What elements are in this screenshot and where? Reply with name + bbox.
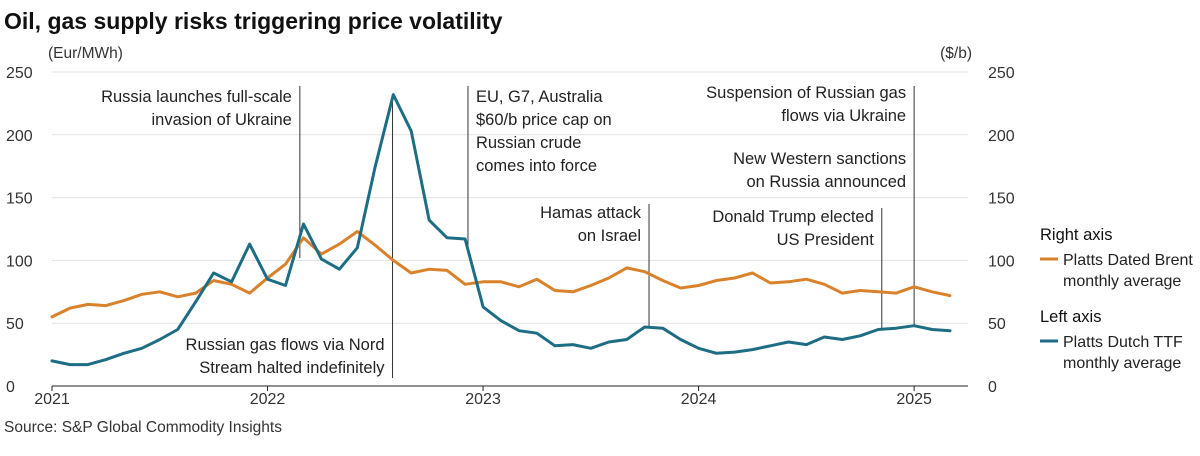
legend-label: Platts Dated Brent xyxy=(1063,252,1193,269)
right-tick-label: 50 xyxy=(988,316,1006,333)
x-axis: 2021 2022 2023 2024 2025 xyxy=(34,385,968,408)
left-tick-label: 200 xyxy=(6,128,33,145)
right-axis-ticks: 0 50 100 150 200 250 xyxy=(988,65,1015,396)
chart-title: Oil, gas supply risks triggering price v… xyxy=(4,8,503,34)
x-tick-label: 2025 xyxy=(896,391,932,408)
right-tick-label: 200 xyxy=(988,128,1015,145)
annotation-text-hamas: on Israel xyxy=(578,227,641,245)
right-tick-label: 0 xyxy=(988,379,997,396)
brent-series-line xyxy=(50,230,952,319)
annotation-text-trump: US President xyxy=(777,231,875,249)
annotation-text-invasion: invasion of Ukraine xyxy=(152,111,292,129)
legend-heading: Right axis xyxy=(1040,226,1112,244)
annotation-text-pricecap: Russian crude xyxy=(476,134,581,152)
annotation-text-invasion: Russia launches full-scale xyxy=(101,88,292,106)
annotation-text-suspension: Suspension of Russian gas xyxy=(706,84,906,102)
right-axis-unit: ($/b) xyxy=(940,45,972,62)
annotation-text-trump: Donald Trump elected xyxy=(712,208,873,226)
ttf-series-line xyxy=(50,93,952,367)
annotation-text-suspension: flows via Ukraine xyxy=(781,107,906,125)
x-tick-label: 2021 xyxy=(34,391,70,408)
x-tick-label: 2022 xyxy=(250,391,286,408)
left-tick-label: 150 xyxy=(6,191,33,208)
left-axis-unit: (Eur/MWh) xyxy=(48,45,123,62)
annotation-text-sanctions: on Russia announced xyxy=(746,173,906,191)
right-tick-label: 100 xyxy=(988,253,1015,270)
legend-label: monthly average xyxy=(1063,273,1181,290)
legend: Right axis Platts Dated Brent monthly aver… xyxy=(1040,226,1193,372)
annotation-text-sanctions: New Western sanctions xyxy=(733,150,906,168)
left-tick-label: 100 xyxy=(6,253,33,270)
annotation-text-nordstream: Stream halted indefinitely xyxy=(199,359,385,377)
legend-heading: Left axis xyxy=(1040,308,1101,326)
left-tick-label: 50 xyxy=(6,316,24,333)
left-tick-label: 0 xyxy=(6,379,15,396)
legend-label: monthly average xyxy=(1063,355,1181,372)
annotation-text-nordstream: Russian gas flows via Nord xyxy=(186,336,385,354)
right-tick-label: 250 xyxy=(988,65,1015,82)
legend-label: Platts Dutch TTF xyxy=(1063,334,1183,351)
x-tick-label: 2024 xyxy=(681,391,717,408)
annotations: Russia launches full-scale invasion of Uk… xyxy=(101,84,915,378)
annotation-text-pricecap: EU, G7, Australia xyxy=(476,88,603,106)
annotation-text-pricecap: $60/b price cap on xyxy=(476,111,612,129)
annotation-text-hamas: Hamas attack xyxy=(540,204,642,222)
right-tick-label: 150 xyxy=(988,191,1015,208)
gridlines xyxy=(52,71,968,324)
series-lines xyxy=(50,93,952,367)
source-note: Source: S&P Global Commodity Insights xyxy=(4,419,282,436)
left-tick-label: 250 xyxy=(6,65,33,82)
annotation-text-pricecap: comes into force xyxy=(476,157,597,175)
left-axis-ticks: 0 50 100 150 200 250 xyxy=(6,65,33,396)
x-tick-label: 2023 xyxy=(465,391,501,408)
